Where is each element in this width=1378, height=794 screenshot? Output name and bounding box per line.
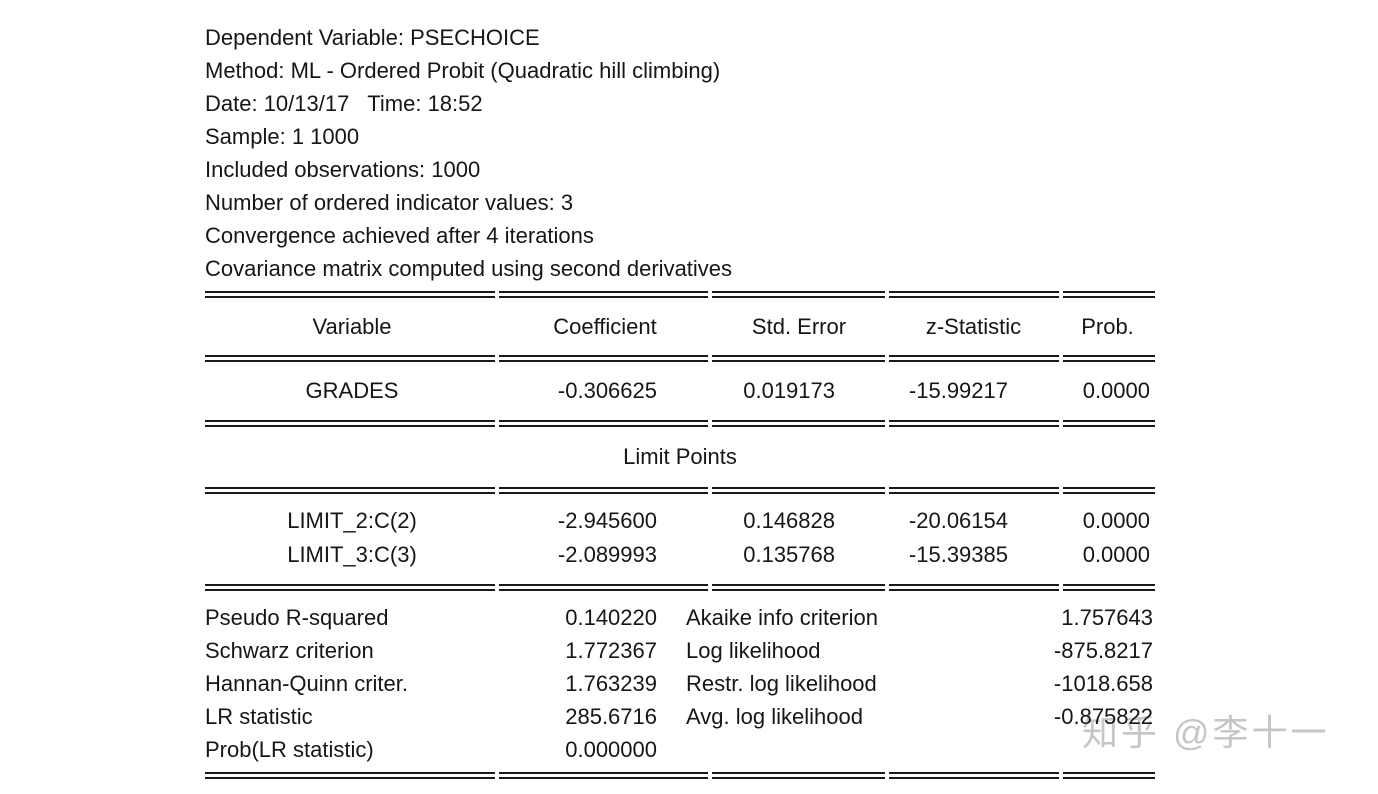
table-row-limit2: LIMIT_2:C(2) -2.945600 0.146828 -20.0615… — [205, 504, 1155, 538]
limit-points-heading-row: Limit Points — [205, 427, 1155, 487]
sample-line: Sample: 1 1000 — [205, 124, 360, 149]
table-rule — [205, 355, 1155, 362]
col-header-std-error: Std. Error — [751, 313, 847, 339]
stat-label: Hannan-Quinn criter. — [205, 670, 408, 696]
stat-value: 1.757643 — [1061, 604, 1153, 630]
coefficient-value: -2.089993 — [557, 542, 657, 567]
stat-label: Avg. log likelihood — [686, 703, 863, 729]
limit-points-block: LIMIT_2:C(2) -2.945600 0.146828 -20.0615… — [205, 494, 1155, 584]
table-rule — [205, 487, 1155, 494]
table-rule-bottom — [205, 772, 1155, 779]
stat-value: 285.6716 — [565, 703, 657, 729]
stat-value: 1.772367 — [565, 637, 657, 663]
stat-label: Log likelihood — [686, 637, 821, 663]
date-time-line: Date: 10/13/17 Time: 18:52 — [205, 91, 483, 116]
z-statistic-value: -20.06154 — [908, 508, 1008, 533]
convergence-line: Convergence achieved after 4 iterations — [205, 223, 594, 248]
table-header-row: Variable Coefficient Std. Error z-Statis… — [205, 298, 1155, 355]
prob-value: 0.0000 — [1082, 378, 1150, 403]
table-rule-top — [205, 291, 1155, 298]
stat-label: Akaike info criterion — [686, 604, 878, 630]
stat-label: Restr. log likelihood — [686, 670, 877, 696]
coefficient-value: -0.306625 — [557, 378, 657, 403]
z-statistic-value: -15.39385 — [908, 542, 1008, 567]
output-header-block: Dependent Variable: PSECHOICE Method: ML… — [205, 21, 1155, 285]
coefficient-value: -2.945600 — [557, 508, 657, 533]
stat-value: 1.763239 — [565, 670, 657, 696]
method-line: Method: ML - Ordered Probit (Quadratic h… — [205, 58, 721, 83]
stats-row: Prob(LR statistic) 0.000000 — [205, 733, 1155, 766]
stat-value: -1018.658 — [1053, 670, 1153, 696]
variable-name: GRADES — [305, 378, 399, 403]
stats-row: Hannan-Quinn criter. 1.763239 Restr. log… — [205, 667, 1155, 700]
included-observations-line: Included observations: 1000 — [205, 157, 481, 182]
z-statistic-value: -15.99217 — [908, 378, 1008, 403]
stat-label: LR statistic — [205, 703, 313, 729]
stat-value: -0.875822 — [1053, 703, 1153, 729]
stats-row: Schwarz criterion 1.772367 Log likelihoo… — [205, 634, 1155, 667]
stat-label: Pseudo R-squared — [205, 604, 389, 630]
table-row-limit3: LIMIT_3:C(3) -2.089993 0.135768 -15.3938… — [205, 538, 1155, 572]
ordered-indicator-values-line: Number of ordered indicator values: 3 — [205, 190, 574, 215]
col-header-variable: Variable — [312, 313, 392, 339]
table-row-grades: GRADES -0.306625 0.019173 -15.99217 0.00… — [205, 362, 1155, 420]
summary-statistics-block: Pseudo R-squared 0.140220 Akaike info cr… — [205, 591, 1155, 772]
table-rule — [205, 584, 1155, 591]
stats-row: Pseudo R-squared 0.140220 Akaike info cr… — [205, 601, 1155, 634]
limit-points-heading: Limit Points — [623, 444, 737, 469]
col-header-coefficient: Coefficient — [553, 313, 657, 339]
stat-label: Prob(LR statistic) — [205, 736, 374, 762]
stat-value: 0.000000 — [565, 736, 657, 762]
table-rule — [205, 420, 1155, 427]
prob-value: 0.0000 — [1082, 508, 1150, 533]
eviews-estimation-output: Dependent Variable: PSECHOICE Method: ML… — [205, 21, 1155, 779]
std-error-value: 0.135768 — [743, 542, 835, 567]
dependent-variable-line: Dependent Variable: PSECHOICE — [205, 25, 540, 50]
zhihu-watermark: 知乎 @李十一 — [1082, 712, 1330, 753]
variable-name: LIMIT_3:C(3) — [287, 542, 417, 567]
stats-row: LR statistic 285.6716 Avg. log likelihoo… — [205, 700, 1155, 733]
col-header-z-statistic: z-Statistic — [925, 313, 1022, 339]
variable-name: LIMIT_2:C(2) — [287, 508, 417, 533]
stat-value: 0.140220 — [565, 604, 657, 630]
prob-value: 0.0000 — [1082, 542, 1150, 567]
std-error-value: 0.146828 — [743, 508, 835, 533]
covariance-note-line: Covariance matrix computed using second … — [205, 256, 733, 281]
stat-value: -875.8217 — [1053, 637, 1153, 663]
std-error-value: 0.019173 — [743, 378, 835, 403]
col-header-prob: Prob. — [1081, 313, 1134, 339]
stat-label: Schwarz criterion — [205, 637, 374, 663]
